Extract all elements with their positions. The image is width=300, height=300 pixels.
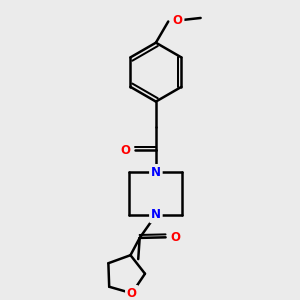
Text: N: N — [151, 166, 161, 179]
Text: N: N — [151, 208, 161, 221]
Text: O: O — [173, 14, 183, 26]
Text: O: O — [170, 231, 180, 244]
Text: O: O — [127, 287, 137, 300]
Text: O: O — [120, 144, 130, 157]
